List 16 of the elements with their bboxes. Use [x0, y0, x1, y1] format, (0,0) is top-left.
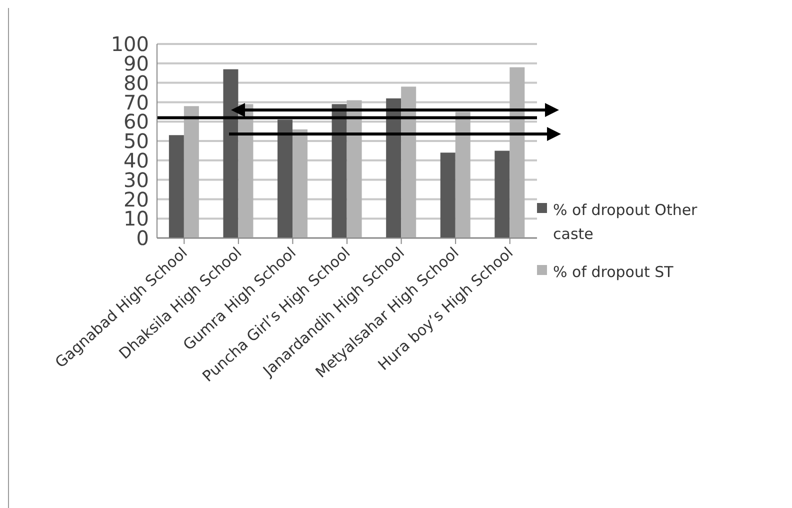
legend-label: % of dropout Other caste [553, 200, 698, 245]
legend-label: % of dropout ST [553, 262, 674, 283]
bar [494, 150, 510, 238]
bar [386, 98, 402, 238]
bar [440, 152, 456, 238]
bar [168, 135, 184, 238]
bar [223, 69, 238, 238]
bar [401, 86, 416, 238]
bar [455, 112, 470, 238]
bar [332, 104, 347, 238]
bar [278, 120, 293, 238]
bar [184, 106, 199, 238]
bar [346, 100, 362, 238]
bar [238, 104, 254, 238]
bar [510, 67, 525, 238]
bar [292, 129, 308, 238]
